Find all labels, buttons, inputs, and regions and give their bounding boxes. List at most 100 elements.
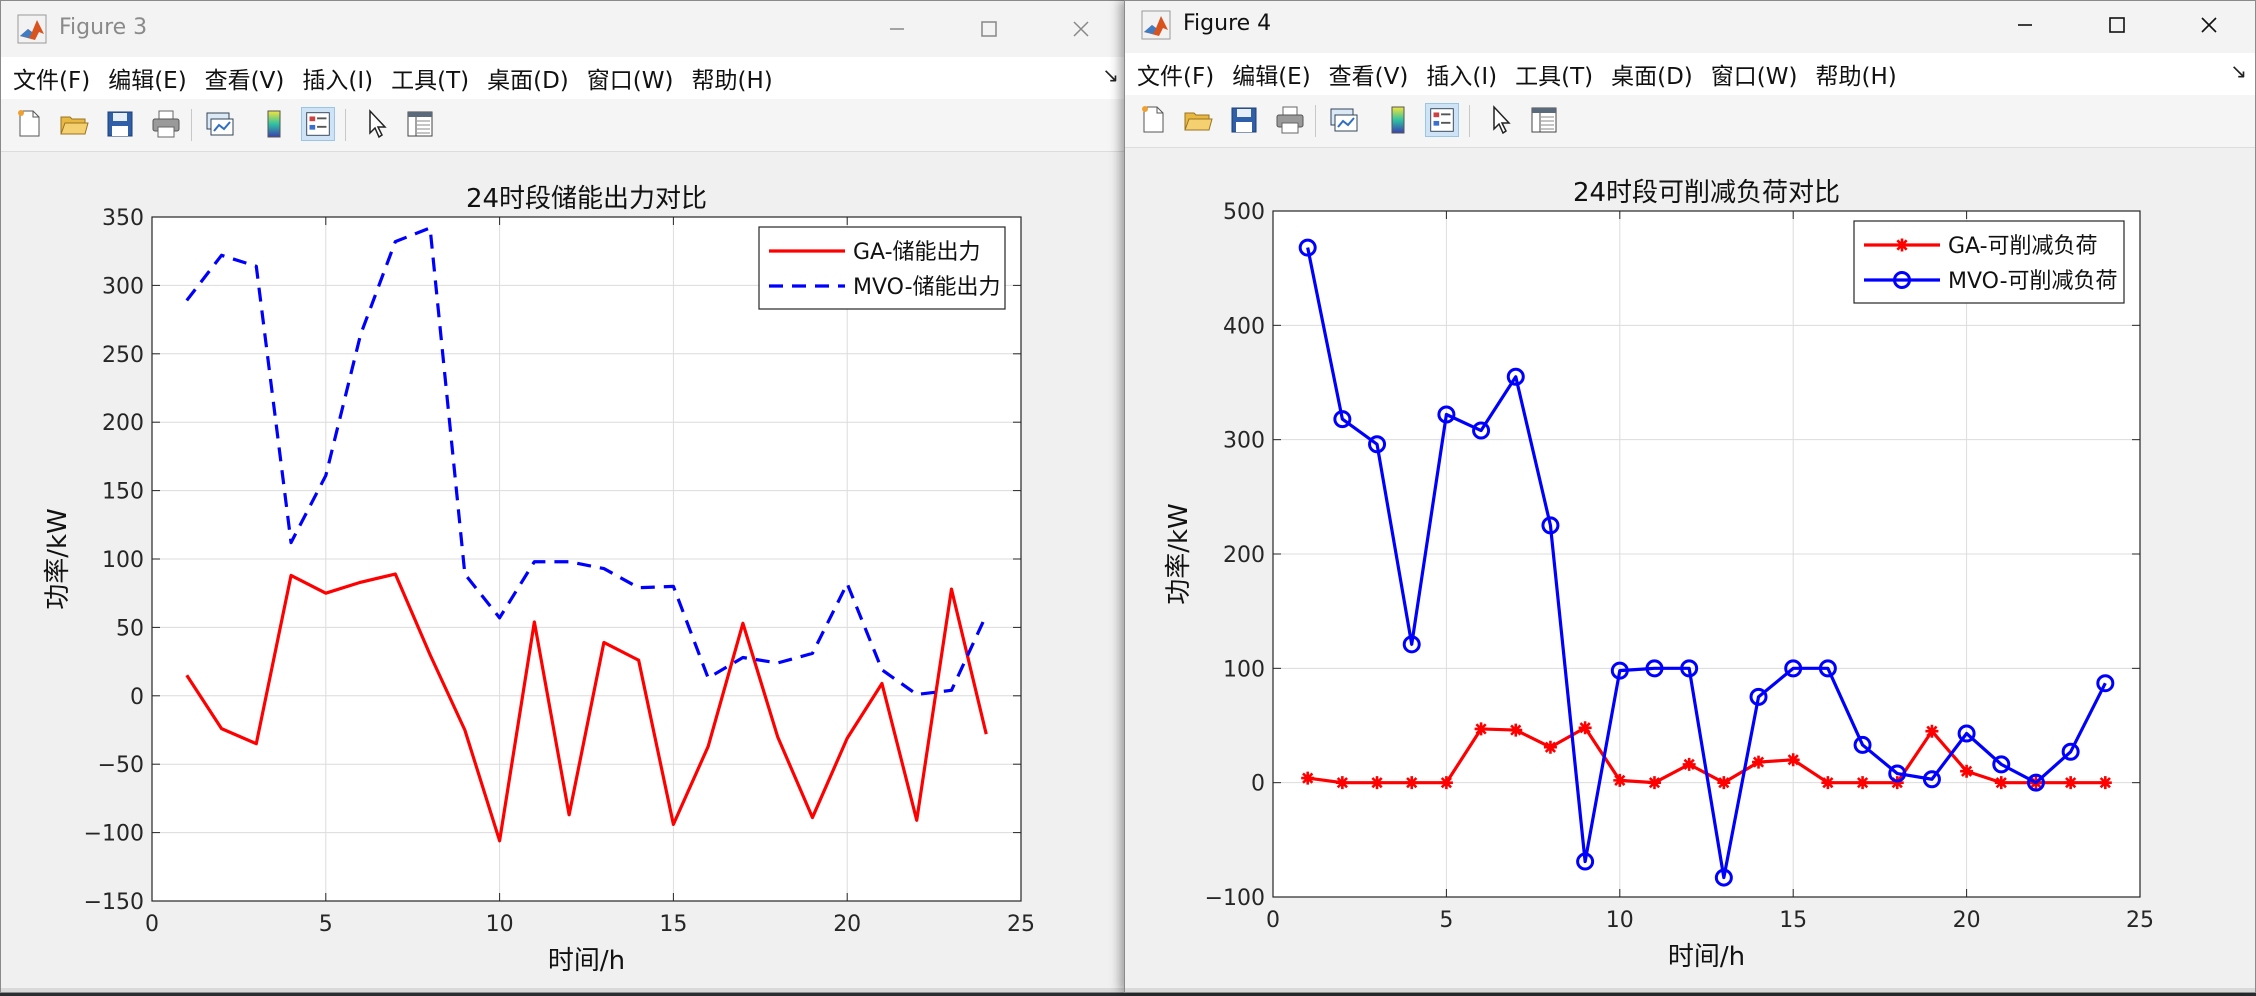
menu-edit[interactable]: 编辑(E) bbox=[1232, 64, 1311, 90]
save-button[interactable] bbox=[1227, 103, 1261, 137]
open-file-button[interactable] bbox=[1181, 103, 1215, 137]
menu-window[interactable]: 窗口(W) bbox=[1710, 64, 1798, 90]
print-icon bbox=[152, 110, 180, 138]
window-title: Figure 3 bbox=[59, 15, 148, 40]
new-file-icon bbox=[1142, 106, 1164, 133]
legend-label: GA-储能出力 bbox=[853, 240, 981, 265]
data-point bbox=[1506, 367, 1525, 386]
open-file-icon bbox=[1184, 112, 1213, 131]
property-inspector-button[interactable] bbox=[403, 107, 437, 141]
legend-marker bbox=[1893, 271, 1911, 289]
close-button[interactable] bbox=[2163, 1, 2255, 49]
menu-window[interactable]: 窗口(W) bbox=[586, 68, 674, 94]
open-file-icon bbox=[60, 116, 89, 135]
chart-title: 24时段可削减负荷对比 bbox=[1573, 178, 1840, 208]
insert-legend-icon bbox=[306, 112, 330, 136]
data-point bbox=[1613, 773, 1627, 787]
data-point bbox=[1647, 776, 1661, 790]
menu-overflow-icon[interactable]: ↘ bbox=[1102, 63, 1119, 87]
series-mvo bbox=[185, 226, 988, 697]
menu-tools[interactable]: 工具(T) bbox=[1515, 64, 1594, 90]
y-tick-label: 200 bbox=[102, 411, 144, 436]
toolbar-separator bbox=[1315, 105, 1316, 137]
data-point bbox=[1578, 721, 1592, 735]
maximize-icon bbox=[2109, 17, 2125, 33]
print-button[interactable] bbox=[149, 107, 183, 141]
data-point bbox=[1957, 724, 1976, 743]
y-tick-label: 250 bbox=[102, 343, 144, 368]
y-axis-label: 功率/kW bbox=[43, 508, 73, 610]
insert-legend-button[interactable] bbox=[1425, 103, 1459, 137]
menu-help[interactable]: 帮助(H) bbox=[691, 68, 773, 94]
figure-toolbar bbox=[1125, 95, 2255, 148]
menu-desktop[interactable]: 桌面(D) bbox=[487, 68, 569, 94]
data-point bbox=[1680, 659, 1699, 678]
menu-overflow-icon[interactable]: ↘ bbox=[2230, 59, 2247, 83]
maximize-icon bbox=[981, 21, 997, 37]
new-file-button[interactable] bbox=[13, 107, 47, 141]
menu-edit[interactable]: 编辑(E) bbox=[108, 68, 187, 94]
data-point bbox=[1333, 410, 1352, 429]
data-point bbox=[1610, 661, 1629, 680]
link-plot-button[interactable] bbox=[203, 107, 237, 141]
y-tick-label: 0 bbox=[1251, 772, 1265, 797]
menu-insert[interactable]: 插入(I) bbox=[1426, 64, 1498, 90]
edit-plot-pointer-button[interactable] bbox=[359, 107, 393, 141]
link-plot-button[interactable] bbox=[1327, 103, 1361, 137]
menu-insert[interactable]: 插入(I) bbox=[302, 68, 374, 94]
minimize-button[interactable] bbox=[851, 1, 943, 57]
insert-colorbar-icon bbox=[267, 110, 281, 138]
data-point bbox=[1541, 516, 1560, 535]
x-tick-label: 15 bbox=[659, 912, 687, 937]
series-mvo bbox=[1298, 238, 2115, 887]
menu-file[interactable]: 文件(F) bbox=[1137, 64, 1215, 90]
save-button[interactable] bbox=[103, 107, 137, 141]
title-bar[interactable]: Figure 4 bbox=[1125, 1, 2255, 57]
x-tick-label: 15 bbox=[1779, 908, 1807, 933]
insert-colorbar-button[interactable] bbox=[1381, 103, 1415, 137]
menu-desktop[interactable]: 桌面(D) bbox=[1611, 64, 1693, 90]
x-tick-label: 0 bbox=[1266, 908, 1280, 933]
open-file-button[interactable] bbox=[57, 107, 91, 141]
maximize-button[interactable] bbox=[943, 1, 1035, 57]
y-tick-label: 0 bbox=[130, 685, 144, 710]
close-button[interactable] bbox=[1035, 1, 1127, 57]
y-tick-label: −100 bbox=[1205, 886, 1265, 911]
toolbar-separator bbox=[191, 109, 192, 141]
new-file-button[interactable] bbox=[1137, 103, 1171, 137]
insert-legend-button[interactable] bbox=[301, 107, 335, 141]
legend-box bbox=[1853, 220, 2125, 304]
menu-tools[interactable]: 工具(T) bbox=[391, 68, 470, 94]
data-point bbox=[1853, 735, 1872, 754]
save-icon bbox=[107, 111, 133, 137]
figure-3-window: Figure 3 文件(F) 编辑(E) 查看(V) 插入(I) 工具(T) 桌… bbox=[0, 0, 1128, 993]
data-point bbox=[1405, 776, 1419, 790]
menu-help[interactable]: 帮助(H) bbox=[1815, 64, 1897, 90]
data-point bbox=[1922, 770, 1941, 789]
data-point bbox=[1370, 776, 1384, 790]
figure-toolbar bbox=[1, 99, 1127, 152]
maximize-button[interactable] bbox=[2071, 1, 2163, 49]
y-tick-label: 100 bbox=[1223, 657, 1265, 682]
property-inspector-button[interactable] bbox=[1527, 103, 1561, 137]
title-bar[interactable]: Figure 3 bbox=[1, 1, 1127, 57]
minimize-button[interactable] bbox=[1979, 1, 2071, 49]
link-plot-icon bbox=[1330, 108, 1358, 132]
edit-plot-pointer-button[interactable] bbox=[1483, 103, 1517, 137]
data-point bbox=[1335, 776, 1349, 790]
window-bottom-edge bbox=[1, 988, 1127, 992]
x-tick-label: 20 bbox=[1953, 908, 1981, 933]
y-tick-label: −50 bbox=[98, 753, 144, 778]
print-button[interactable] bbox=[1273, 103, 1307, 137]
menu-view[interactable]: 查看(V) bbox=[204, 68, 285, 94]
menu-view[interactable]: 查看(V) bbox=[1328, 64, 1409, 90]
legend-label: MVO-储能出力 bbox=[853, 275, 1001, 300]
y-tick-label: 300 bbox=[1223, 429, 1265, 454]
data-point bbox=[1543, 740, 1557, 754]
x-axis-label: 时间/h bbox=[548, 946, 625, 976]
y-tick-label: 350 bbox=[102, 206, 144, 231]
x-tick-label: 5 bbox=[319, 912, 333, 937]
menu-file[interactable]: 文件(F) bbox=[13, 68, 91, 94]
insert-colorbar-button[interactable] bbox=[257, 107, 291, 141]
toolbar-separator bbox=[1469, 105, 1470, 137]
